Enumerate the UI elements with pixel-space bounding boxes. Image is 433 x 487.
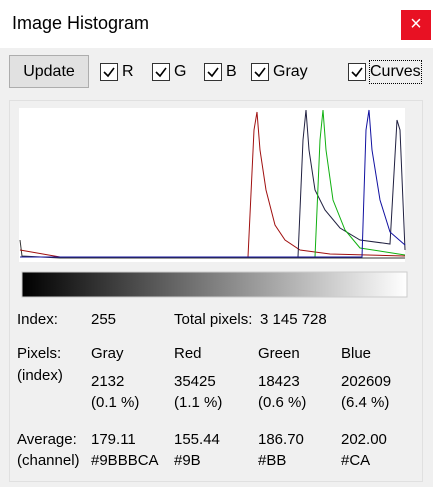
column-average: 155.44	[174, 431, 220, 448]
column-average: 186.70	[258, 431, 304, 448]
update-button[interactable]: Update	[9, 55, 89, 88]
pixels-sub: (index)	[17, 367, 63, 384]
column-average: 179.11	[91, 431, 136, 448]
column-percent: (1.1 %)	[174, 394, 223, 411]
column-count: 2132	[91, 373, 125, 390]
column-hex: #CA	[341, 452, 371, 469]
gray-curve	[20, 109, 406, 258]
checkbox-box[interactable]	[251, 63, 269, 81]
checkbox-label[interactable]: B	[226, 63, 237, 80]
column-average: 202.00	[341, 431, 387, 448]
checkbox-label[interactable]: R	[122, 63, 134, 80]
index-label: Index:	[17, 311, 58, 328]
check-mark	[155, 67, 167, 78]
check-mark	[103, 67, 115, 78]
panel	[9, 100, 423, 482]
column-name: Green	[258, 345, 300, 362]
column-percent: (0.1 %)	[91, 394, 140, 411]
gradient-bar	[21, 271, 408, 298]
checkbox[interactable]: Curves	[348, 60, 422, 84]
total-value: 3 145 728	[260, 311, 327, 328]
column-percent: (6.4 %)	[341, 394, 390, 411]
check-mark	[351, 67, 363, 78]
pixels-label: Pixels:	[17, 345, 62, 362]
checkbox-box[interactable]	[348, 63, 366, 81]
column-name: Red	[174, 345, 202, 362]
average-sub: (channel)	[17, 452, 80, 469]
total-label: Total pixels:	[174, 311, 253, 328]
checkbox[interactable]: Gray	[251, 61, 308, 83]
column-hex: #9B	[174, 452, 201, 469]
checkbox-label[interactable]: Gray	[273, 63, 308, 80]
column-name: Blue	[341, 345, 372, 362]
check-mark	[254, 67, 266, 78]
green-curve	[20, 109, 406, 258]
column-name: Gray	[91, 345, 124, 362]
checkbox-box[interactable]	[152, 63, 170, 81]
checkbox[interactable]: B	[204, 61, 237, 83]
blue-curve	[20, 109, 406, 258]
column-count: 35425	[174, 373, 216, 390]
average-label: Average:	[17, 431, 77, 448]
window-title: Image Histogram	[12, 13, 150, 33]
checkbox-box[interactable]	[204, 63, 222, 81]
checkbox-label[interactable]: G	[174, 63, 187, 80]
title-bar	[0, 0, 433, 48]
column-count: 18423	[258, 373, 300, 390]
column-count: 202609	[341, 373, 392, 390]
index-value: 255	[91, 311, 117, 328]
checkbox-box[interactable]	[100, 63, 118, 81]
checkbox-label[interactable]: Curves	[369, 60, 422, 84]
plot-area	[19, 108, 405, 262]
checkbox[interactable]: G	[152, 61, 186, 83]
check-mark	[207, 67, 219, 78]
column-hex: #BB	[258, 452, 287, 469]
checkbox[interactable]: R	[100, 61, 134, 83]
column-percent: (0.6 %)	[258, 394, 307, 411]
column-hex: #9BBBCA	[91, 452, 159, 469]
close-button[interactable]: ×	[401, 10, 431, 40]
